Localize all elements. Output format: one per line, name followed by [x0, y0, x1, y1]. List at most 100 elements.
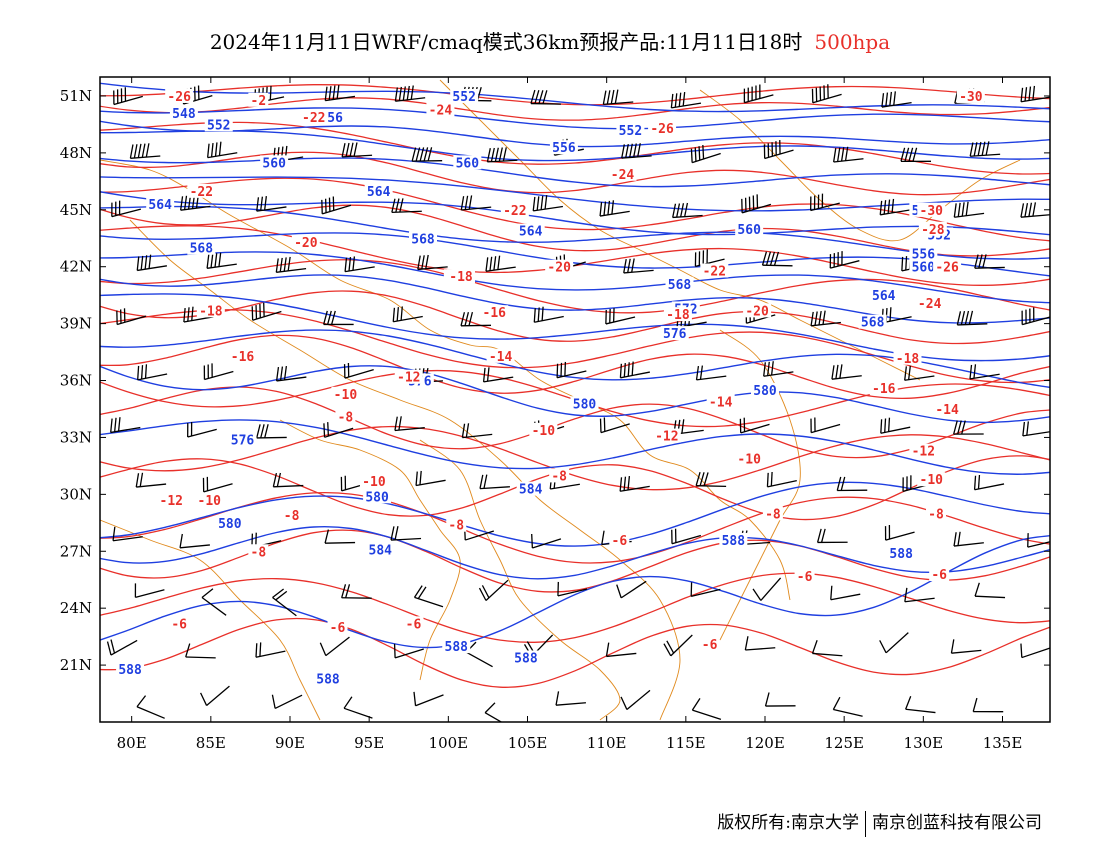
- temperature-label: -10: [198, 494, 222, 509]
- temperature-label: -28: [921, 223, 945, 238]
- temperature-label-bg: [403, 616, 424, 631]
- y-tick-label: 42N: [60, 258, 92, 276]
- wind-barb: [739, 417, 770, 434]
- wind-barb: [275, 256, 307, 273]
- wind-barb: [390, 526, 422, 541]
- temperature-label: -26: [650, 122, 674, 137]
- temperature-label: -30: [959, 90, 983, 105]
- temperature-label-bg: [926, 506, 946, 521]
- wind-barb: [136, 695, 165, 719]
- temperature-contour-line: [100, 572, 1050, 643]
- wind-barb: [969, 141, 1001, 157]
- temperature-label-bg: [281, 508, 302, 523]
- height-label-bg: [215, 515, 244, 530]
- temperature-label: -18: [896, 352, 920, 367]
- temperature-label-bg: [893, 350, 922, 365]
- height-label: 564: [367, 185, 391, 200]
- temperature-contour-line: [100, 97, 1050, 121]
- wind-barb: [324, 84, 356, 102]
- wind-barb: [461, 423, 493, 439]
- temperature-label-bg: [549, 468, 570, 483]
- wind-barb: [953, 531, 984, 547]
- wind-barb: [881, 91, 912, 108]
- temperature-label: -6: [931, 568, 947, 583]
- copyright-company: 南京创蓝科技有限公司: [872, 813, 1042, 833]
- temperature-label-bg: [529, 422, 558, 437]
- temperature-label: -18: [666, 308, 690, 323]
- height-label-bg: [364, 183, 393, 198]
- height-contour-line: [100, 419, 1050, 475]
- wind-barb: [134, 583, 165, 598]
- wind-barb: [394, 416, 425, 432]
- wind-barb: [411, 147, 443, 162]
- wind-barb: [113, 87, 143, 106]
- temperature-label: -22: [703, 265, 726, 280]
- wind-barb: [484, 702, 503, 722]
- height-label: 568: [861, 316, 885, 331]
- y-tick-label: 30N: [60, 485, 92, 503]
- wind-barb: [973, 474, 1005, 491]
- wind-barb: [830, 585, 861, 601]
- footer-separator: [865, 810, 866, 837]
- temperature-label-bg: [933, 401, 962, 416]
- map-title: 2024年11月11日WRF/cmaq模式36km预报产品:11月11日18时 5…: [0, 26, 1100, 55]
- height-label-bg: [665, 276, 694, 291]
- height-label: 560: [262, 156, 286, 171]
- wind-barb: [605, 308, 636, 325]
- height-label-bg: [858, 314, 887, 329]
- wind-barb: [531, 533, 562, 549]
- temperature-label-bg: [195, 493, 224, 508]
- height-label: 576: [663, 327, 687, 342]
- temperature-label-bg: [917, 472, 946, 487]
- temperature-label-bg: [663, 307, 692, 322]
- temperature-label: -14: [935, 403, 959, 418]
- temperature-contour-line: [100, 334, 1050, 400]
- boundary-line: [129, 219, 681, 721]
- height-label: 588: [514, 652, 538, 667]
- height-label: 564: [872, 289, 896, 304]
- wind-barb: [417, 254, 448, 271]
- wind-barb: [323, 422, 354, 438]
- temperature-label-bg: [608, 166, 637, 181]
- temperature-label: -10: [737, 452, 761, 467]
- y-tick-label: 51N: [60, 87, 92, 105]
- temperature-label: -8: [284, 509, 300, 524]
- temperature-label-bg: [929, 567, 950, 582]
- temperature-label-bg: [291, 235, 320, 250]
- temperature-label-bg: [700, 263, 729, 278]
- temperature-label-bg: [169, 616, 190, 631]
- temperature-label-bg: [909, 443, 938, 458]
- wind-barb: [811, 84, 842, 104]
- x-tick-label: 135E: [983, 734, 1023, 752]
- height-label: 584: [519, 483, 543, 498]
- temperature-label: -20: [745, 304, 769, 319]
- temperature-contour-line: [100, 204, 1050, 257]
- wind-barb: [1020, 85, 1050, 103]
- temperature-label-bg: [248, 544, 269, 559]
- wind-barb: [810, 417, 841, 434]
- wind-barb: [343, 362, 374, 379]
- temperature-contour-line: [100, 151, 1050, 196]
- temperature-label: -10: [362, 475, 386, 490]
- height-label: 580: [753, 384, 777, 399]
- wind-barb: [272, 472, 304, 488]
- wind-barb: [415, 470, 446, 487]
- wind-barb: [905, 696, 936, 714]
- wind-barb: [393, 643, 424, 659]
- wind-barb: [413, 585, 444, 608]
- height-label: 556: [912, 247, 936, 262]
- wind-barb: [530, 89, 561, 105]
- wind-barb: [969, 364, 1000, 380]
- height-label: 552: [619, 124, 642, 139]
- height-label: 548: [172, 107, 196, 122]
- wind-barb: [129, 143, 161, 159]
- temperature-label-bg: [187, 183, 216, 198]
- wind-barb: [972, 697, 1004, 713]
- wind-barb: [619, 361, 650, 379]
- wind-barb: [950, 639, 982, 654]
- x-tick-label: 80E: [117, 734, 147, 752]
- wind-barb: [1020, 202, 1050, 218]
- temperature-label: -12: [655, 430, 678, 445]
- wind-barb: [203, 363, 234, 381]
- wind-barb: [621, 143, 652, 159]
